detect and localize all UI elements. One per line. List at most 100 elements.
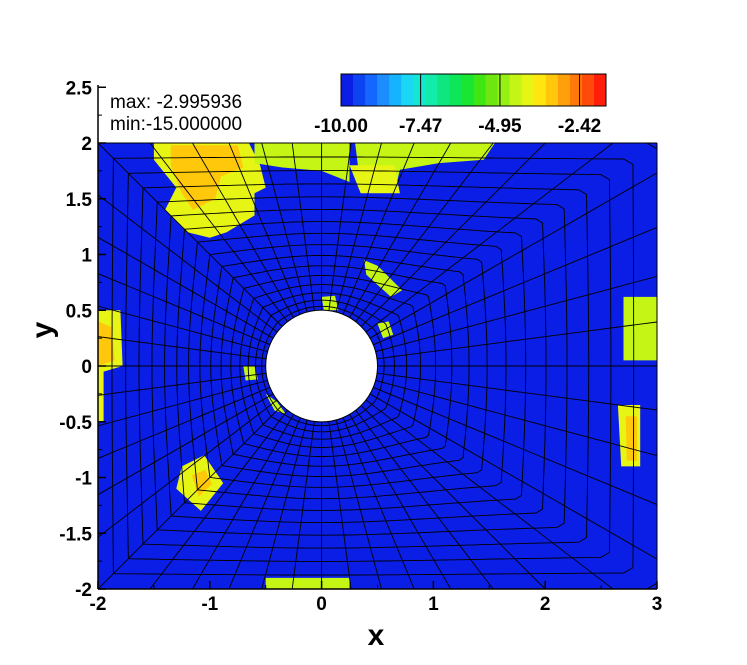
colorbar-swatch [377,74,390,106]
mesh-spoke [261,143,308,313]
y-axis-label: y [26,321,59,338]
colorbar-swatch [413,74,426,106]
colorbar-swatch [557,74,571,106]
mesh-spoke [98,386,271,459]
colorbar-label: -2.42 [558,116,601,137]
mesh-spoke [375,275,657,353]
colorbar-swatch [569,74,583,106]
mesh-spoke [360,405,546,589]
mesh-spoke [149,143,288,323]
y-tick-label: 0 [81,357,92,378]
mesh-spoke [98,194,278,333]
y-tick-label: -1.5 [59,524,92,545]
mesh-spoke [369,393,657,560]
mesh-spoke [98,305,268,353]
colorbar-swatch [521,74,535,106]
x-tick-label: 3 [652,594,663,615]
mesh-spoke [98,336,267,360]
region-patch-ne-1 [364,260,403,297]
mesh-spoke [149,409,288,589]
x-tick-label: 0 [316,594,327,615]
mesh-spoke [369,172,657,339]
mesh-spoke [98,379,268,427]
mesh-spoke [349,414,452,589]
mesh-spoke [376,321,657,360]
colorbar-swatch [581,74,595,106]
mesh-spoke [228,143,301,315]
min-readout: min:-15.000000 [110,114,242,135]
x-tick-label: -1 [201,594,218,615]
mesh-spoke [342,417,415,589]
mesh-spoke [228,417,301,589]
mesh-spoke [365,143,614,333]
colorbar-swatch [437,74,450,106]
mesh-spoke [328,143,352,311]
y-tick-label: -0.5 [59,413,92,434]
region-core-right-lower-patch [625,416,637,461]
colorbar-swatch [593,74,607,106]
y-tick-label: 1.5 [66,190,93,211]
mesh-spoke [355,143,494,323]
mesh-spoke [360,143,546,327]
colorbar: -10.00 -7.47 -4.95 -2.42 [314,73,607,137]
mesh-spoke [261,419,308,589]
colorbar-swatch [449,74,462,106]
mesh-spoke [192,414,294,589]
mesh-spoke [291,421,315,589]
mesh-spoke [98,273,271,346]
cylinder-hole [265,309,379,423]
max-readout: max: -2.995936 [110,92,242,113]
region-patch-w [243,366,258,381]
colorbar-swatch [401,74,414,106]
colorbar-swatch [389,74,402,106]
colorbar-swatch [461,74,474,106]
mesh-spoke [291,143,315,311]
region-right-upper-patch [623,296,657,361]
mesh-spoke [335,419,382,589]
axes: -2 -1 0 1 2 3 -2 -1.5 -1 -0.5 0 0.5 1 1.5 2 2.5 [59,78,662,615]
x-tick-label: 2 [540,594,551,615]
mesh-grid [98,143,657,589]
mesh-spoke [373,226,657,346]
mesh-spoke [375,379,657,457]
y-tick-label: -2 [75,580,92,601]
y-tick-label: 0.5 [66,301,93,322]
colorbar-swatch [545,74,559,106]
mesh-spoke [98,143,283,327]
colorbar-label: -7.47 [399,116,442,137]
mesh-spoke [98,399,278,538]
colorbar-swatch [485,74,499,106]
mesh-spoke [98,393,274,496]
mesh-spoke [98,372,267,396]
colorbar-swatch [473,74,487,106]
region-small-top-block [349,165,400,194]
x-tick-label: 1 [428,594,439,615]
mesh-spoke [365,399,614,589]
region-core-left-edge-patch [98,321,115,366]
region-top-mid-strip [254,143,350,182]
mesh-spoke [349,143,452,318]
y-tick-label: 2.5 [66,78,93,99]
x-tick-label: -2 [90,594,107,615]
mesh-spoke [373,386,657,506]
colorbar-swatch [353,74,366,106]
mesh-spoke [98,405,283,589]
mesh-spoke [355,409,494,589]
mesh-spoke [342,143,415,315]
y-tick-label: -1 [75,469,92,490]
colorbar-swatch [533,74,547,106]
mesh-spoke [328,421,352,589]
mesh-spoke [192,143,294,318]
colorbar-label: -10.00 [314,116,368,137]
colorbar-swatch [365,74,378,106]
mesh-spoke [98,236,274,339]
x-axis-label: x [368,619,385,652]
y-tick-label: 2 [81,134,92,155]
y-tick-label: 1 [81,246,92,267]
colorbar-swatch [341,74,354,106]
colorbar-label: -4.95 [478,116,522,137]
colorbar-swatch [497,74,511,106]
colorbar-swatch [425,74,438,106]
region-bottom-patch [265,577,350,589]
